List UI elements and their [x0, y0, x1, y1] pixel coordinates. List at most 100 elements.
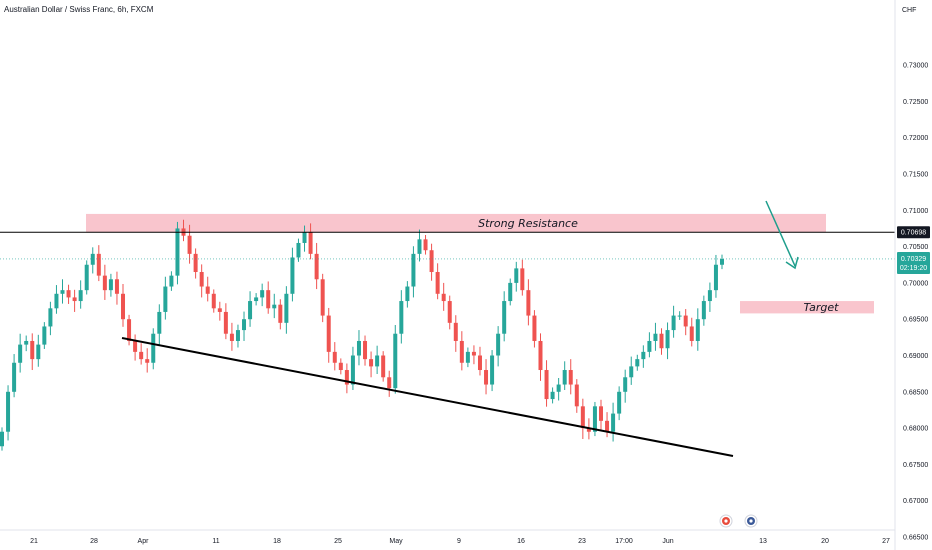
event-icon-dot [749, 519, 753, 523]
time-tick-label: May [389, 538, 403, 545]
candle-body [169, 275, 174, 287]
candle-body [6, 391, 11, 432]
candle-body [248, 301, 253, 320]
candles [0, 219, 724, 451]
resistance-zone [86, 213, 826, 233]
candle-body [66, 290, 71, 298]
candle-body [659, 333, 664, 349]
time-tick-label: 18 [273, 538, 281, 545]
candle-body [108, 279, 113, 291]
price-tick-label: 0.69500 [903, 317, 928, 324]
candle-body [60, 290, 65, 294]
candle-body [484, 370, 489, 385]
time-tick-label: 11 [212, 538, 219, 545]
candle-body [592, 406, 597, 432]
candle-body [356, 340, 361, 356]
resistance-price-tag [897, 226, 930, 239]
candle-body [78, 290, 83, 302]
time-tick-label: Jun [662, 538, 673, 545]
candle-body [562, 370, 567, 385]
candle-body [447, 301, 452, 323]
candle-body [272, 304, 277, 309]
candle-body [532, 315, 537, 341]
candle-body [514, 268, 519, 283]
price-tick-label: 0.71000 [903, 208, 928, 215]
candle-body [290, 257, 295, 294]
candle-body [96, 253, 101, 276]
candle-body [332, 351, 337, 363]
price-tick-label: 0.67500 [903, 462, 928, 469]
candle-body [363, 340, 368, 360]
time-tick-label: 20 [821, 538, 829, 545]
candle-body [689, 326, 694, 341]
price-tick-label: 0.69000 [903, 353, 928, 360]
candle-body [350, 355, 355, 385]
candle-body [695, 319, 700, 341]
price-tags: 0.70698 0.70329 02:19:20 [897, 226, 930, 274]
candle-body [254, 297, 259, 302]
candle-body [90, 253, 95, 265]
candle-body [713, 264, 718, 291]
candle-body [242, 319, 247, 331]
current-price-tag-label: 0.70329 [901, 256, 926, 263]
candle-body [127, 319, 132, 341]
time-tick-label: 21 [30, 538, 38, 545]
candle-body [302, 232, 307, 243]
candle-body [423, 239, 428, 251]
target-zone-label: Target [804, 301, 840, 314]
candle-body [635, 359, 640, 367]
candle-body [369, 359, 374, 367]
candle-body [296, 242, 301, 258]
candle-body [151, 333, 156, 363]
candle-body [314, 253, 319, 280]
candle-body [405, 286, 410, 302]
candle-body [665, 330, 670, 349]
candle-body [399, 301, 404, 334]
time-axis: 21 28 Apr 11 18 25 May 9 16 23 17:00 Jun 13 20 27 [0, 529, 895, 545]
candle-body [217, 308, 222, 312]
price-tick-label: 0.70500 [903, 244, 928, 251]
candle-body [471, 351, 476, 356]
candle-body [157, 311, 162, 334]
chart-title: Australian Dollar / Swiss Franc, 6h, FXC… [4, 5, 154, 14]
candle-body [677, 315, 682, 317]
time-tick-label: 16 [517, 538, 525, 545]
candle-body [617, 391, 622, 414]
candle-body [520, 268, 525, 291]
economic-event-icon[interactable] [719, 514, 733, 528]
candle-body [375, 355, 380, 367]
event-icon-dot [724, 519, 728, 523]
candle-body [344, 370, 349, 385]
economic-event-icon[interactable] [744, 514, 758, 528]
candle-body [72, 297, 77, 302]
time-tick-label: 9 [457, 538, 461, 545]
resistance-zone-label: Strong Resistance [478, 217, 578, 230]
annotation-zones: Strong Resistance Target [86, 213, 874, 314]
candle-body [30, 340, 35, 360]
candle-body [490, 355, 495, 385]
time-tick-label: 25 [334, 538, 342, 545]
candle-body [683, 315, 688, 327]
time-tick-label: 13 [759, 538, 767, 545]
candle-body [84, 264, 89, 291]
candle-body [411, 253, 416, 287]
drawings [0, 200, 895, 457]
candle-body [496, 333, 501, 356]
support-trendline [121, 337, 734, 457]
candle-body [538, 340, 543, 371]
candle-body [429, 250, 434, 273]
candle-body [707, 290, 712, 302]
candle-body [48, 308, 53, 327]
candle-body [508, 282, 513, 302]
target-arrow [765, 200, 796, 267]
price-tick-label: 0.71500 [903, 172, 928, 179]
candle-body [556, 384, 561, 392]
candle-body [308, 232, 313, 254]
candle-body [42, 326, 47, 345]
candle-body [133, 340, 138, 352]
target-arrow-head [785, 256, 799, 270]
candle-body [526, 290, 531, 316]
candle-body [387, 377, 392, 389]
currency-label: CHF [902, 7, 916, 14]
